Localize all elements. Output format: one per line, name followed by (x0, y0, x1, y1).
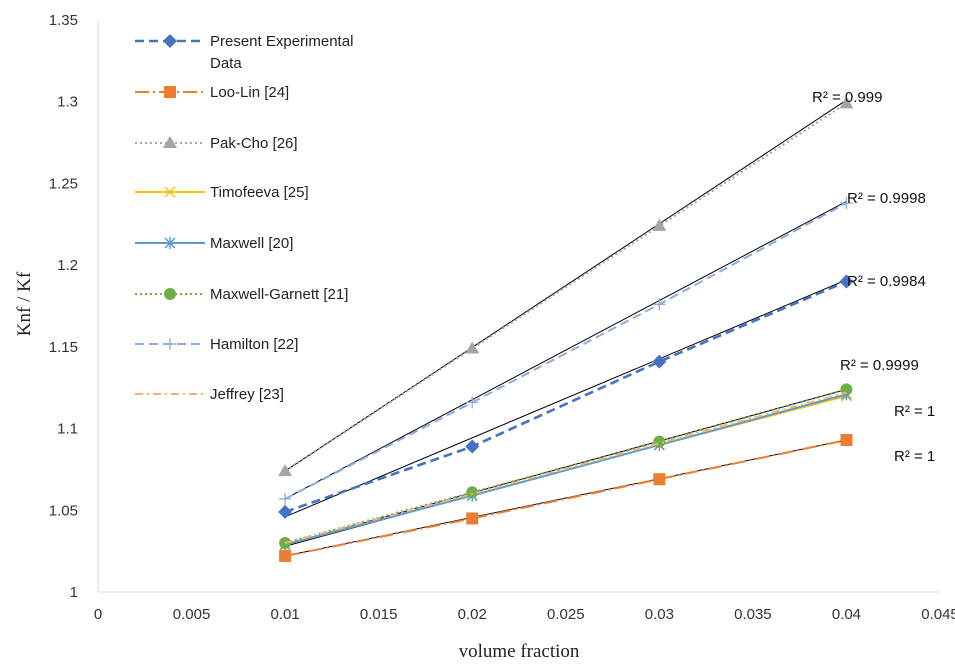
legend-label: Hamilton [22] (210, 336, 298, 353)
series-3 (278, 96, 854, 477)
x-tick-label: 0.015 (360, 606, 398, 623)
legend-item: Hamilton [22] (135, 336, 298, 353)
x-tick-label: 0.02 (458, 606, 487, 623)
trendline (285, 439, 847, 557)
data-point (163, 34, 177, 48)
data-point (652, 218, 667, 231)
data-point (840, 197, 853, 210)
legend-label-line: Present Experimental (210, 33, 353, 50)
data-point (164, 186, 176, 198)
marker-stroke (164, 186, 176, 198)
series-line (284, 102, 847, 472)
x-tick-label: 0.04 (832, 606, 861, 623)
data-point (164, 237, 176, 249)
y-tick-label: 1.25 (49, 175, 78, 192)
data-point (164, 86, 176, 98)
series-group (278, 96, 854, 563)
data-point (466, 396, 479, 409)
series-7 (279, 197, 853, 505)
x-tick-label: 0 (94, 606, 102, 623)
legend-item: Jeffrey [23] (135, 386, 284, 403)
x-tick-label: 0.045 (921, 606, 955, 623)
r-squared-label: R² = 1 (894, 403, 935, 420)
y-tick-label: 1.35 (49, 12, 78, 29)
y-tick-label: 1 (70, 584, 78, 601)
data-point (164, 338, 176, 350)
data-point (840, 383, 853, 396)
y-tick-label: 1.1 (57, 421, 78, 438)
trendline (284, 99, 847, 472)
data-point (465, 341, 480, 354)
axes: 0 0.005 0.01 0.015 0.02 0.025 0.03 0.035 0.04 0.0… (49, 12, 955, 623)
trendlines (284, 99, 847, 557)
legend-label: Maxwell-Garnett [21] (210, 286, 348, 303)
data-point (653, 473, 666, 486)
series-line (284, 391, 847, 544)
series-line (284, 280, 847, 514)
trendline (284, 279, 847, 518)
data-point (466, 486, 479, 499)
series-2 (279, 434, 853, 563)
data-point (278, 504, 293, 519)
r-squared-label: R² = 0.999 (812, 89, 882, 106)
data-point (466, 512, 479, 525)
y-tick-label: 1.15 (49, 339, 78, 356)
y-axis-title: Knf / Kf (14, 271, 35, 336)
legend-label: Timofeeva [25] (210, 184, 309, 201)
x-tick-label: 0.025 (547, 606, 585, 623)
data-point (164, 288, 176, 300)
legend-label: Maxwell [20] (210, 235, 293, 252)
legend-item: Pak-Cho [26] (135, 135, 298, 152)
data-point (163, 136, 177, 148)
r-squared-label: R² = 1 (894, 448, 935, 465)
data-point (839, 96, 854, 109)
legend-label: Pak-Cho [26] (210, 135, 298, 152)
series-1 (278, 274, 854, 519)
legend-item: Maxwell [20] (135, 235, 293, 252)
data-point (839, 274, 854, 289)
series-line (284, 202, 847, 500)
data-point (652, 354, 667, 369)
data-point (465, 439, 480, 454)
legend-label: Loo-Lin [24] (210, 84, 289, 101)
series-line (284, 393, 847, 546)
data-point (279, 550, 292, 563)
y-tick-label: 1.3 (57, 94, 78, 111)
legend-item: Timofeeva [25] (135, 184, 309, 201)
y-tick-label: 1.05 (49, 502, 78, 519)
legend-label: Jeffrey [23] (210, 386, 284, 403)
data-point (840, 434, 853, 447)
x-tick-label: 0.035 (734, 606, 772, 623)
r-squared-labels: R² = 0.999 R² = 0.9998 R² = 0.9984 R² = 0.9… (812, 89, 935, 465)
legend: Present Experimental Data Loo-Lin [24] Pak-… (135, 33, 353, 403)
x-tick-label: 0.005 (173, 606, 211, 623)
data-point (653, 298, 666, 311)
legend-item: Loo-Lin [24] (135, 84, 289, 101)
x-tick-label: 0.03 (645, 606, 674, 623)
legend-item: Maxwell-Garnett [21] (135, 286, 348, 303)
r-squared-label: R² = 0.9998 (847, 190, 926, 207)
series-8 (284, 391, 847, 544)
r-squared-label: R² = 0.9999 (840, 357, 919, 374)
trendline (284, 200, 847, 500)
y-tick-label: 1.2 (57, 257, 78, 274)
legend-label: Present Experimental Data (210, 33, 353, 72)
data-point (279, 492, 292, 505)
legend-label-line: Data (210, 55, 242, 72)
r-squared-label: R² = 0.9984 (847, 273, 926, 290)
x-tick-label: 0.01 (271, 606, 300, 623)
data-point (278, 464, 293, 477)
legend-item: Present Experimental Data (135, 33, 353, 72)
x-axis-title: volume fraction (459, 641, 580, 662)
